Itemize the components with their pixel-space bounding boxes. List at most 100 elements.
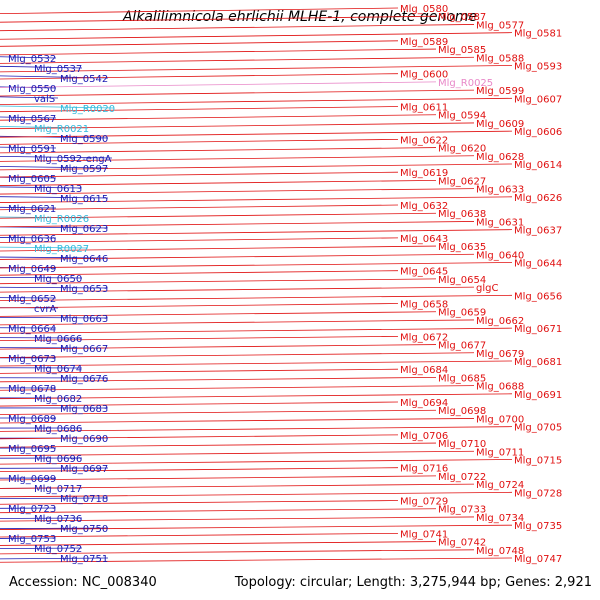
right-connector [0,450,475,457]
right-connector [0,179,437,186]
left-gene-label: Mlg_0723 [8,504,56,515]
right-gene-label: Mlg_0716 [400,464,448,475]
left-gene-label: Mlg_0736 [34,514,82,525]
left-gene-label: Mlg_0696 [34,454,82,465]
right-gene-label: Mlg_0735 [514,521,562,532]
right-connector [0,426,513,432]
right-connector [0,106,399,113]
right-gene-label: Mlg_0599 [476,86,524,97]
left-gene-label: Mlg_0676 [60,374,108,385]
right-gene-label: Mlg_0622 [400,135,448,146]
right-connector [0,303,399,309]
right-connector [0,360,513,367]
right-gene-label: Mlg_0733 [438,505,486,516]
right-connector [0,163,513,171]
right-connector [0,459,513,465]
right-gene-label: Mlg_0747 [514,554,562,565]
right-connector [0,541,437,546]
right-connector [0,442,437,448]
right-gene-label: Mlg_0644 [514,258,562,269]
right-connector [0,7,399,15]
right-connector [0,122,475,130]
left-gene-label: Mlg_0674 [34,364,82,375]
right-gene-label: Mlg_0684 [400,365,448,376]
left-gene-label: Mlg_0689 [8,414,56,425]
right-connector [0,73,399,80]
right-gene-label: Mlg_0626 [514,193,562,204]
right-gene-label: Mlg_0635 [438,242,486,253]
right-gene-label: Mlg_0748 [476,546,524,557]
right-gene-label: Mlg_0640 [476,250,524,261]
right-connector [0,188,475,195]
right-gene-label: Mlg_0600 [400,70,448,81]
right-connector [0,89,475,97]
right-gene-label: Mlg_0681 [514,357,562,368]
left-gene-label: Mlg_0532 [8,54,56,65]
right-connector [0,352,475,358]
right-gene-label: Mlg_0685 [438,373,486,384]
left-gene-label: Mlg_0652 [8,294,56,305]
right-gene-label: Mlg_0589 [400,37,448,48]
right-gene-label: Mlg_0627 [438,176,486,187]
right-gene-label: Mlg_0593 [514,61,562,72]
right-gene-label: Mlg_0677 [438,341,486,352]
right-connector [0,15,437,23]
right-gene-label: Mlg_0631 [476,217,524,228]
right-connector [0,196,513,203]
right-connector [0,278,437,285]
left-gene-label: Mlg_R0020 [60,104,115,115]
right-connector [0,409,437,415]
left-gene-label: Mlg_0718 [60,494,108,505]
left-gene-label: Mlg_R0026 [34,214,89,225]
left-gene-label: Mlg_0605 [8,174,56,185]
right-gene-label: Mlg_0580 [400,4,448,15]
right-gene-label: Mlg_0679 [476,349,524,360]
right-connector [0,524,513,530]
right-gene-label: Mlg_0671 [514,324,562,335]
right-gene-label: Mlg_0587 [438,12,486,23]
right-connector [0,401,399,407]
right-connector [0,237,399,243]
right-connector [0,48,437,56]
right-connector [0,147,437,154]
left-gene-label: Mlg_0623 [60,224,108,235]
left-gene-label: Mlg_0678 [8,384,56,395]
left-gene-label: Mlg_0751 [60,554,108,565]
left-gene-label: Mlg_0591 [8,144,56,155]
right-connector [0,434,399,440]
right-gene-label: Mlg_0734 [476,513,524,524]
right-gene-label: glgC [476,283,498,294]
right-connector [0,221,475,228]
left-gene-label: Mlg_0537 [34,64,82,75]
right-connector [0,294,513,302]
right-connector [0,114,437,121]
right-connector [0,130,513,138]
right-connector [0,516,475,522]
right-gene-label: Mlg_0728 [514,488,562,499]
right-gene-label: Mlg_0633 [476,185,524,196]
right-connector [0,327,513,334]
right-gene-label: Mlg_R0025 [438,78,493,89]
left-gene-label: Mlg_0663 [60,314,108,325]
right-gene-label: Mlg_0638 [438,209,486,220]
right-gene-label: Mlg_0724 [476,480,524,491]
left-gene-label: Mlg_0664 [8,324,56,335]
right-gene-label: Mlg_0658 [400,300,448,311]
right-connector [0,491,513,498]
right-connector [0,65,513,73]
left-gene-label: Mlg_0592-engA [34,154,112,165]
right-gene-label: Mlg_0691 [514,390,562,401]
right-gene-label: Mlg_0741 [400,529,448,540]
genome-summary: Topology: circular; Length: 3,275,944 bp… [234,575,592,590]
left-gene-label: Mlg_0690 [60,434,108,445]
right-gene-label: Mlg_0688 [476,382,524,393]
left-gene-label: Mlg_0695 [8,444,56,455]
right-connector [0,204,399,211]
right-gene-label: Mlg_0607 [514,94,562,105]
right-connector [0,245,437,252]
right-connector [0,483,475,489]
right-gene-label: Mlg_0722 [438,472,486,483]
left-gene-label: Mlg_0590 [60,134,108,145]
right-gene-label: Mlg_0705 [514,423,562,434]
